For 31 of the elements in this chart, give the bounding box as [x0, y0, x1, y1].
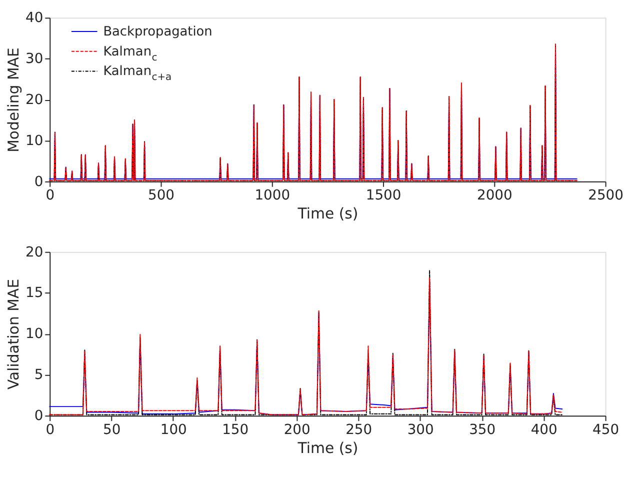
x-tick-label: 1000 [254, 188, 290, 204]
y-tick-label: 10 [26, 132, 44, 149]
y-tick-label: 40 [26, 10, 44, 26]
x-axis-title: Time (s) [296, 438, 358, 457]
x-tick-label: 150 [222, 422, 249, 438]
x-tick-label: 0 [46, 422, 55, 438]
x-tick-label: 200 [284, 422, 310, 438]
x-tick-label: 250 [346, 422, 372, 438]
x-tick-label: 350 [469, 422, 496, 438]
x-axis-title: Time (s) [296, 204, 358, 223]
x-tick-label: 450 [592, 422, 620, 438]
legend-label: Backpropagation [103, 24, 212, 40]
x-tick-label: 2000 [477, 188, 512, 204]
y-tick-label: 20 [26, 244, 44, 260]
y-axis-title: Validation MAE [4, 278, 23, 390]
y-tick-label: 30 [26, 51, 44, 68]
x-tick-label: 0 [46, 188, 55, 204]
x-tick-label: 400 [530, 422, 558, 438]
y-tick-label: 0 [34, 174, 44, 190]
y-tick-label: 20 [26, 92, 44, 108]
y-axis-title: Modeling MAE [4, 48, 23, 152]
x-tick-label: 500 [148, 188, 174, 204]
x-tick-label: 50 [103, 422, 121, 438]
x-tick-label: 2500 [588, 188, 624, 204]
y-tick-label: 10 [26, 326, 44, 342]
x-tick-label: 300 [407, 422, 434, 438]
x-tick-label: 1500 [366, 188, 402, 204]
y-tick-label: 0 [34, 408, 44, 424]
y-tick-label: 5 [34, 367, 44, 384]
y-tick-label: 15 [26, 285, 44, 302]
x-tick-label: 100 [160, 422, 187, 438]
